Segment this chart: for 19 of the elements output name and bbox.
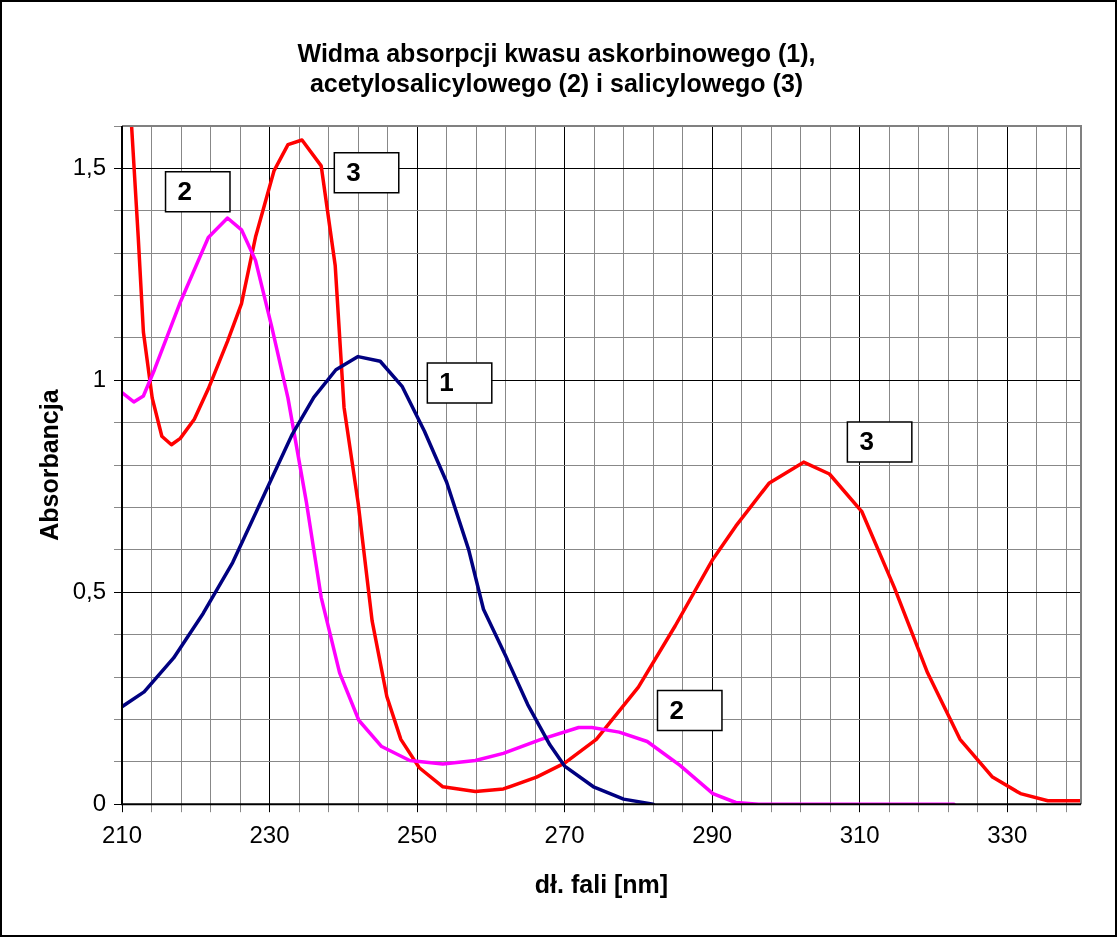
annotation: 3 <box>859 426 874 457</box>
x-tick-label: 210 <box>101 821 143 849</box>
x-axis-title: dł. fali [nm] <box>534 869 669 898</box>
annotation: 2 <box>177 175 192 206</box>
x-tick-label: 310 <box>839 821 880 849</box>
annotation: 3 <box>346 156 361 187</box>
annotation: 1 <box>439 367 454 398</box>
y-tick-label: 0 <box>92 788 106 816</box>
chart-title: Widma absorpcji kwasu askorbinowego (1), acetylosalicylowego (2) i salicylowego (3) <box>297 38 816 97</box>
y-axis-title: Absorbancja <box>34 388 63 541</box>
y-tick-label: 0,5 <box>72 576 106 604</box>
y-tick-label: 1,5 <box>72 153 106 181</box>
x-tick-label: 330 <box>987 821 1028 849</box>
y-tick-label: 1 <box>92 364 106 392</box>
x-tick-label: 250 <box>397 821 438 849</box>
x-tick-label: 290 <box>692 821 733 849</box>
annotation: 2 <box>669 694 684 725</box>
x-tick-label: 230 <box>249 821 290 849</box>
x-tick-label: 270 <box>544 821 585 849</box>
